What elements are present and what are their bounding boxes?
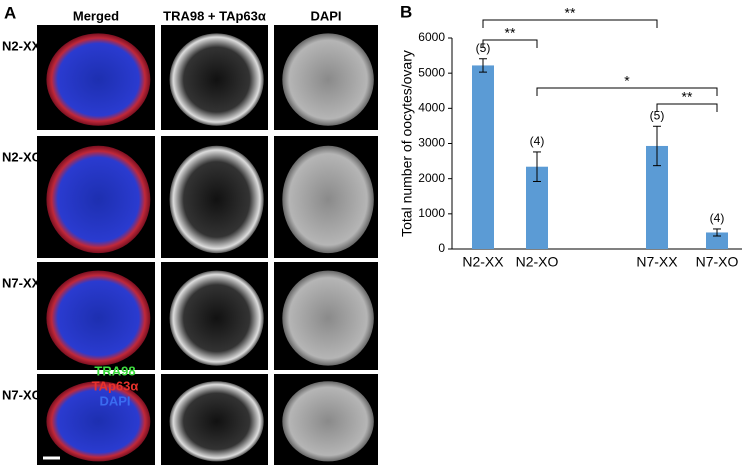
ovary xyxy=(46,145,151,254)
x-tick-label: N7-XX xyxy=(636,254,678,270)
y-tick-label: 4000 xyxy=(418,101,445,115)
significance-label: * xyxy=(624,73,630,89)
ovary xyxy=(169,381,264,462)
y-tick-label: 0 xyxy=(438,241,445,255)
row-label: N7-XX xyxy=(2,275,41,290)
y-axis-label: Total number of oocytes/ovary xyxy=(399,50,415,237)
ovary xyxy=(169,145,264,254)
ovary xyxy=(282,381,374,462)
row-label: N2-XO xyxy=(2,149,42,164)
ovary xyxy=(46,270,151,366)
bar xyxy=(526,166,548,249)
ovary xyxy=(169,33,264,126)
n-label: (4) xyxy=(530,134,545,148)
y-tick-label: 6000 xyxy=(418,30,445,44)
significance-bracket xyxy=(482,39,538,48)
ovary xyxy=(282,33,374,126)
panel-a: A Merged TRA98 + TAp63α DAPI N2-XX N2-XO N7-XX… xyxy=(2,3,378,465)
panel-label: A xyxy=(4,3,16,22)
bar xyxy=(472,65,494,250)
significance-label: ** xyxy=(565,5,576,21)
n-label: (5) xyxy=(650,108,665,122)
y-tick-label: 3000 xyxy=(418,136,445,150)
row-label: N7-XO xyxy=(2,387,42,402)
y-tick-label: 1000 xyxy=(418,206,445,220)
y-tick-label: 5000 xyxy=(418,65,445,79)
ovary xyxy=(282,145,374,254)
x-tick-label: N2-XO xyxy=(516,254,559,270)
x-tick-label: N7-XO xyxy=(696,254,739,270)
stain-legend: TRA98 xyxy=(94,363,135,378)
x-tick-label: N2-XX xyxy=(462,254,504,270)
significance-bracket xyxy=(656,103,718,112)
stain-legend: DAPI xyxy=(99,393,130,408)
n-label: (4) xyxy=(710,211,725,225)
ovary xyxy=(46,381,151,462)
panel-label: B xyxy=(400,2,412,21)
ovary xyxy=(282,270,374,366)
significance-label: ** xyxy=(505,25,516,41)
stain-legend: TAp63α xyxy=(92,378,139,393)
column-header: DAPI xyxy=(310,8,341,23)
significance-bracket xyxy=(536,87,718,96)
y-tick-label: 2000 xyxy=(418,171,445,185)
column-header: Merged xyxy=(73,8,119,23)
row-label: N2-XX xyxy=(2,38,41,53)
column-header: TRA98 + TAp63α xyxy=(163,8,266,23)
bar xyxy=(646,145,668,249)
significance-bracket xyxy=(482,19,658,28)
bar xyxy=(706,232,728,249)
ovary xyxy=(46,33,151,126)
ovary xyxy=(169,270,264,366)
significance-label: ** xyxy=(682,89,693,105)
